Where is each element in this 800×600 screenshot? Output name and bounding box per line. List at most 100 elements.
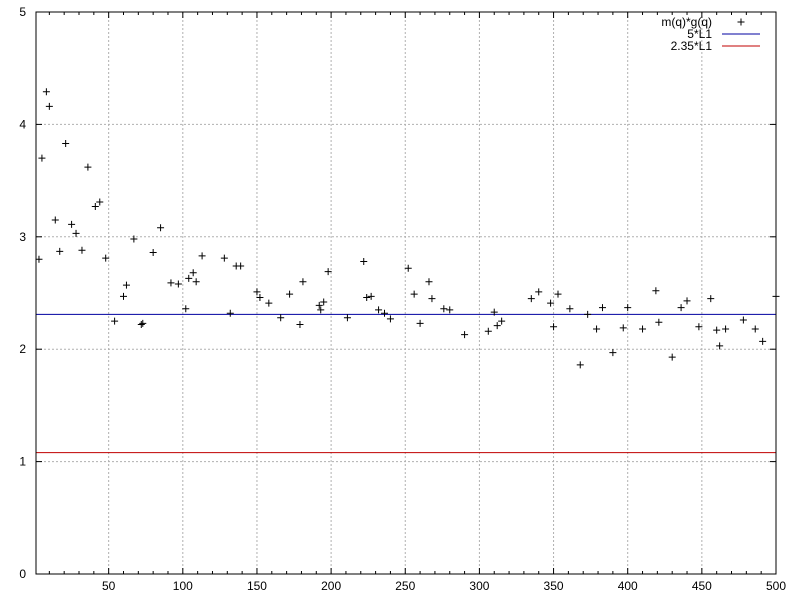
data-point — [386, 315, 394, 323]
data-point — [722, 325, 730, 333]
data-point — [320, 298, 328, 306]
x-tick-label: 50 — [102, 579, 116, 593]
data-point — [695, 323, 703, 331]
data-point — [707, 295, 715, 303]
data-point — [461, 331, 469, 339]
data-point — [189, 269, 197, 277]
data-point — [296, 320, 304, 328]
data-point — [360, 258, 368, 266]
y-tick-label: 1 — [19, 455, 26, 469]
y-tick-label: 3 — [19, 230, 26, 244]
data-point — [598, 304, 606, 312]
data-point — [237, 262, 245, 270]
data-point — [192, 278, 200, 286]
data-point — [119, 292, 127, 300]
data-point — [363, 293, 371, 301]
data-point — [440, 305, 448, 313]
data-point — [624, 304, 632, 312]
data-point — [130, 235, 138, 243]
reference-lines — [36, 313, 776, 454]
data-point — [102, 254, 110, 262]
data-point — [286, 290, 294, 298]
data-point — [139, 319, 147, 327]
data-point — [256, 293, 264, 301]
data-point — [677, 304, 685, 312]
data-point — [84, 163, 92, 171]
x-tick-label: 500 — [766, 579, 786, 593]
data-point — [593, 325, 601, 333]
data-point — [253, 288, 261, 296]
data-point — [484, 327, 492, 335]
x-tick-label: 200 — [321, 579, 341, 593]
data-point — [185, 274, 193, 282]
data-point — [182, 305, 190, 313]
legend-marker — [737, 18, 745, 26]
data-point — [759, 337, 767, 345]
data-point — [668, 353, 676, 361]
data-point — [554, 290, 562, 298]
data-point — [324, 268, 332, 276]
y-tick-label: 5 — [19, 5, 26, 19]
data-point — [416, 319, 424, 327]
data-point — [122, 281, 130, 289]
data-point — [535, 288, 543, 296]
data-point — [91, 202, 99, 210]
y-tick-label: 0 — [19, 567, 26, 581]
data-point — [550, 323, 558, 331]
legend-label: m(q)*g(q) — [661, 15, 712, 29]
data-point — [78, 246, 86, 254]
data-point — [38, 154, 46, 162]
x-tick-label: 250 — [395, 579, 415, 593]
data-point — [404, 264, 412, 272]
data-point — [716, 342, 724, 350]
x-tick-label: 450 — [692, 579, 712, 593]
data-point — [683, 297, 691, 305]
x-tick-label: 400 — [618, 579, 638, 593]
data-point — [527, 295, 535, 303]
data-point — [137, 320, 145, 328]
data-point — [576, 361, 584, 369]
data-point — [220, 254, 228, 262]
legend-label: 5*L1 — [687, 27, 712, 41]
data-point — [157, 224, 165, 232]
data-point — [380, 309, 388, 317]
data-point — [367, 292, 375, 300]
data-point — [428, 295, 436, 303]
x-tick-label: 150 — [247, 579, 267, 593]
data-point — [566, 305, 574, 313]
data-point — [35, 255, 43, 263]
x-tick-label: 100 — [173, 579, 193, 593]
data-point — [639, 325, 647, 333]
data-point — [42, 88, 50, 96]
y-tick-label: 2 — [19, 342, 26, 356]
legend: m(q)*g(q)5*L12.35*L1 — [661, 15, 760, 53]
data-point — [498, 317, 506, 325]
data-point — [584, 310, 592, 318]
data-point — [299, 278, 307, 286]
data-point — [375, 306, 383, 314]
data-point — [62, 140, 70, 148]
data-point — [446, 306, 454, 314]
data-point — [226, 309, 234, 317]
x-tick-label: 350 — [544, 579, 564, 593]
data-point — [609, 349, 617, 357]
axis-ticks: 50 100 150 200 250 300 350 400 450 500 0 1 2 3 4 5 — [19, 5, 786, 593]
plot-frame — [35, 11, 777, 575]
data-point — [317, 306, 325, 314]
legend-label: 2.35*L1 — [671, 39, 713, 53]
data-point — [72, 229, 80, 237]
data-point — [547, 299, 555, 307]
data-point — [315, 301, 323, 309]
data-point — [149, 249, 157, 257]
grid-lines — [36, 12, 776, 574]
data-point — [343, 314, 351, 322]
data-point — [265, 299, 273, 307]
data-point — [490, 308, 498, 316]
x-tick-label: 300 — [469, 579, 489, 593]
data-point — [739, 316, 747, 324]
data-point — [652, 287, 660, 295]
data-point — [751, 325, 759, 333]
data-point — [111, 317, 119, 325]
data-point — [277, 314, 285, 322]
